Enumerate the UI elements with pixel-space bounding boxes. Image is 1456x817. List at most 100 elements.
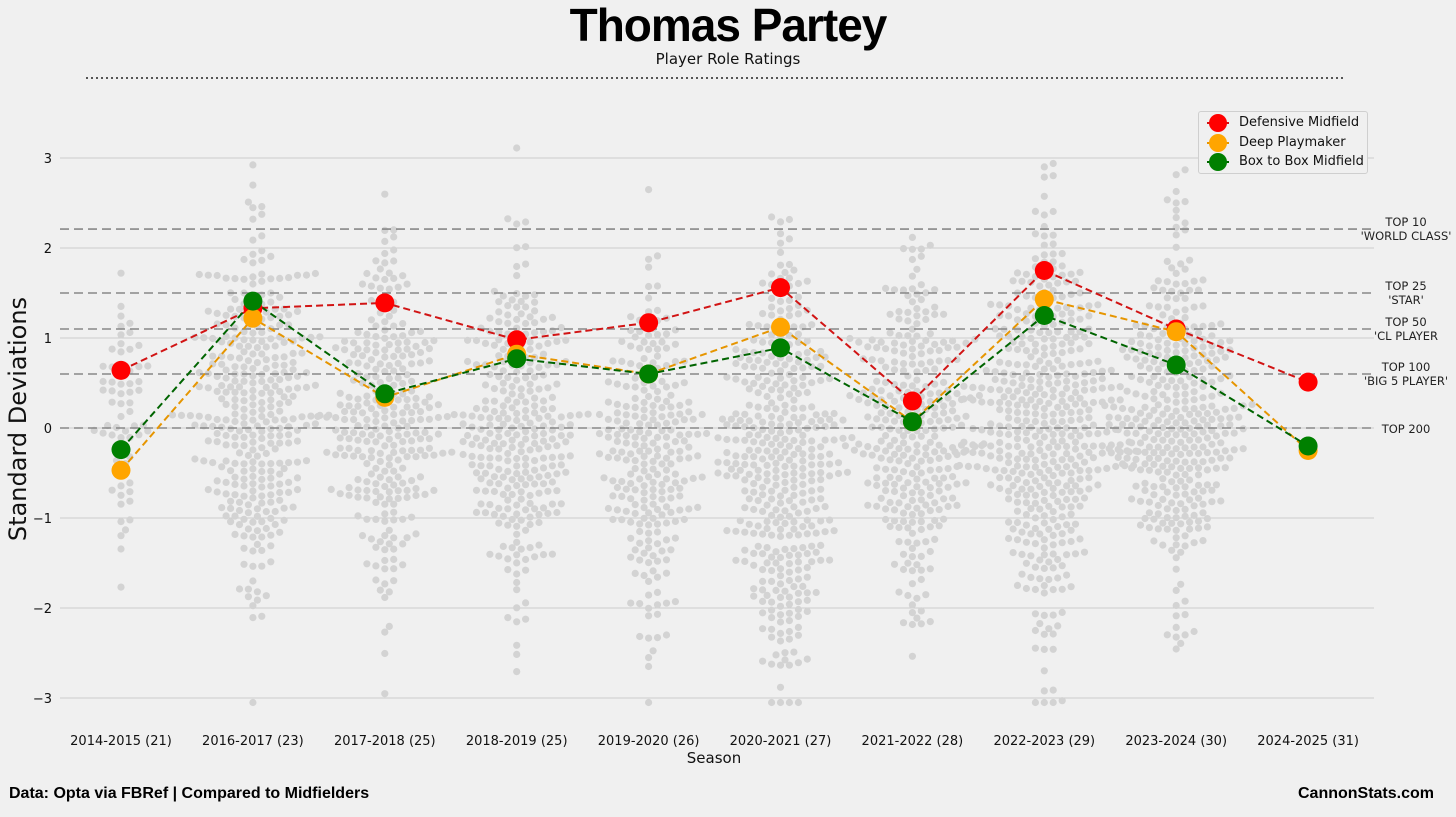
reference-line-label: 'BIG 5 PLAYER': [1364, 374, 1448, 388]
swarm-point: [267, 376, 275, 384]
swarm-point: [1163, 339, 1171, 347]
swarm-point: [372, 257, 380, 265]
swarm-point: [1136, 497, 1145, 505]
swarm-point: [808, 379, 816, 387]
swarm-point: [821, 436, 829, 444]
swarm-point: [904, 591, 912, 600]
swarm-point: [1013, 316, 1022, 324]
swarm-point: [209, 334, 217, 343]
swarm-point: [781, 649, 789, 657]
swarm-point: [258, 203, 266, 211]
swarm-point: [987, 481, 995, 489]
swarm-point: [363, 373, 371, 381]
swarm-point: [969, 383, 977, 391]
swarm-point: [385, 285, 393, 293]
x-tick-label: 2020-2021 (27): [730, 734, 832, 749]
swarm-point: [249, 236, 257, 244]
swarm-point: [1172, 269, 1180, 277]
swarm-point: [817, 452, 825, 461]
swarm-point: [289, 415, 297, 423]
swarm-point: [776, 307, 785, 315]
swarm-point: [258, 405, 266, 414]
y-tick-label: 2: [44, 242, 52, 257]
swarm-point: [799, 464, 807, 473]
swarm-point: [1049, 258, 1057, 266]
swarm-point: [372, 365, 380, 373]
swarm-point: [1067, 469, 1075, 477]
swarm-point: [117, 348, 125, 356]
swarm-point: [741, 423, 749, 431]
swarm-point: [953, 390, 961, 398]
swarm-point: [399, 320, 407, 328]
swarm-point: [363, 423, 371, 431]
data-point: [771, 317, 790, 337]
swarm-point: [1239, 445, 1247, 453]
swarm-point: [781, 519, 789, 528]
swarm-point: [676, 431, 684, 439]
swarm-point: [1022, 455, 1030, 463]
swarm-point: [987, 442, 995, 450]
swarm-point: [1186, 424, 1194, 432]
swarm-point: [486, 550, 494, 558]
swarm-point: [231, 388, 239, 396]
reference-line-label: TOP 25: [1384, 279, 1426, 293]
swarm-point: [425, 345, 433, 353]
swarm-point: [1199, 537, 1207, 545]
swarm-point: [1172, 445, 1180, 453]
swarm-point: [658, 547, 666, 555]
swarm-point: [513, 409, 521, 418]
swarm-point: [864, 479, 872, 487]
swarm-point: [1045, 329, 1053, 337]
swarm-point: [987, 300, 995, 308]
swarm-point: [421, 490, 429, 498]
swarm-point: [285, 398, 293, 406]
swarm-point: [1132, 355, 1140, 363]
swarm-point: [1018, 332, 1026, 341]
swarm-point: [776, 454, 785, 462]
swarm-point: [381, 628, 389, 636]
swarm-point: [240, 348, 248, 356]
swarm-point: [513, 641, 521, 649]
swarm-point: [1058, 262, 1066, 270]
swarm-point: [1154, 430, 1162, 438]
swarm-point: [531, 425, 539, 433]
swarm-point: [653, 352, 662, 360]
swarm-point: [416, 446, 425, 454]
swarm-point: [1181, 397, 1189, 405]
swarm-point: [372, 349, 380, 357]
swarm-point: [1054, 328, 1062, 336]
swarm-point: [1141, 460, 1149, 468]
swarm-point: [671, 340, 680, 348]
swarm-point: [636, 539, 644, 547]
swarm-point: [350, 452, 358, 460]
swarm-point: [794, 558, 803, 566]
swarm-point: [808, 477, 816, 485]
swarm-point: [249, 602, 257, 610]
swarm-point: [345, 444, 353, 452]
swarm-point: [394, 339, 402, 347]
swarm-point: [609, 357, 617, 365]
swarm-point: [1186, 464, 1194, 472]
swarm-point: [249, 273, 257, 281]
swarm-point: [1071, 445, 1080, 453]
swarm-point: [772, 548, 780, 556]
swarm-point: [1063, 442, 1071, 451]
swarm-point: [658, 404, 666, 412]
swarm-point: [1067, 510, 1075, 518]
swarm-point: [899, 360, 908, 368]
swarm-point: [249, 329, 257, 337]
swarm-point: [425, 357, 433, 365]
swarm-point: [289, 349, 297, 357]
swarm-point: [276, 488, 284, 497]
swarm-point: [922, 308, 930, 316]
swarm-point: [372, 543, 380, 551]
swarm-point: [209, 422, 217, 430]
swarm-point: [662, 330, 671, 338]
swarm-point: [1212, 432, 1220, 440]
swarm-point: [1172, 623, 1180, 632]
swarm-point: [645, 345, 653, 353]
swarm-point: [280, 465, 288, 473]
swarm-point: [940, 515, 948, 523]
swarm-point: [200, 334, 208, 342]
swarm-point: [513, 482, 521, 490]
